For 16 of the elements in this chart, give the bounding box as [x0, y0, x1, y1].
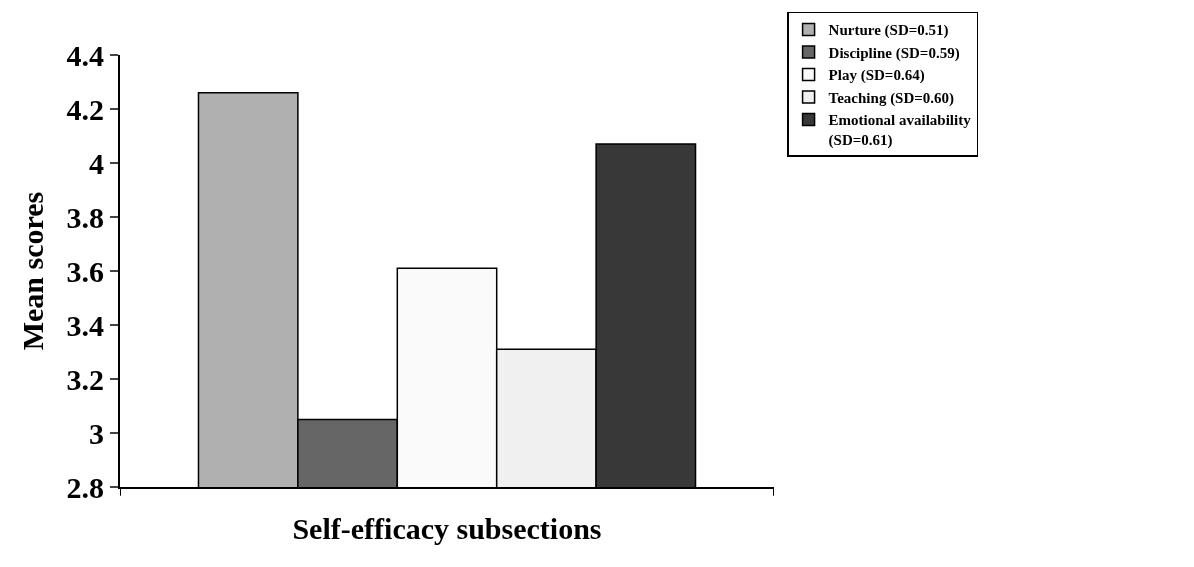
- y-tick-label: 3: [89, 416, 104, 450]
- y-tick-label: 3.4: [66, 308, 104, 342]
- y-tick-label: 4.4: [66, 38, 104, 72]
- legend-label: Teaching (SD=0.60): [828, 89, 955, 107]
- y-tick-label: 3.8: [66, 200, 104, 234]
- x-axis-title: Self-efficacy subsections: [292, 512, 602, 545]
- y-tick-label: 4.2: [66, 92, 104, 126]
- legend-label: Emotional availability (SD=0.61): [828, 112, 972, 149]
- legend-label: Nurture (SD=0.51): [828, 22, 949, 40]
- y-tick-label: 2.8: [66, 470, 104, 504]
- y-tick-label: 3.2: [66, 362, 104, 396]
- y-tick-label: 3.6: [66, 254, 104, 288]
- legend-label: Discipline (SD=0.59): [828, 44, 960, 62]
- y-axis-title: Mean scores: [16, 191, 49, 351]
- y-tick-label: 4: [89, 146, 104, 180]
- legend-label: Play (SD=0.64): [828, 67, 925, 85]
